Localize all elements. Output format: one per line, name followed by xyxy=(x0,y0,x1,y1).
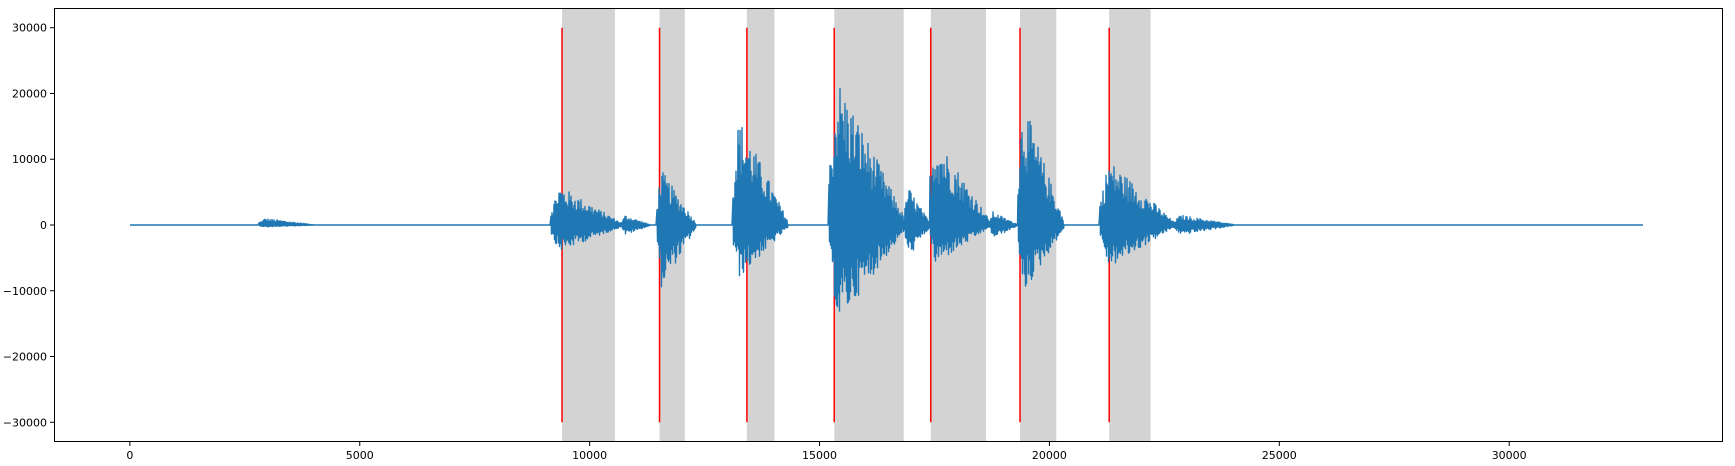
y-axis: 30000 20000 10000 0 −10000 −20000 −30000 xyxy=(3,22,54,429)
x-tick-label-1: 5000 xyxy=(346,449,374,462)
waveform-line xyxy=(130,88,1643,312)
x-tick-label-2: 10000 xyxy=(572,449,607,462)
x-tick-label-4: 20000 xyxy=(1032,449,1067,462)
y-tick-label-2: 10000 xyxy=(12,153,47,166)
x-tick-label-5: 25000 xyxy=(1262,449,1297,462)
x-tick-label-0: 0 xyxy=(126,449,133,462)
y-tick-label-5: −20000 xyxy=(3,351,47,364)
y-tick-label-4: −10000 xyxy=(3,285,47,298)
x-tick-label-3: 15000 xyxy=(802,449,837,462)
waveform-series xyxy=(130,88,1643,312)
y-tick-label-6: −30000 xyxy=(3,416,47,429)
plot-frame xyxy=(54,8,1723,442)
y-tick-label-3: 0 xyxy=(40,219,47,232)
x-tick-label-6: 30000 xyxy=(1492,449,1527,462)
y-tick-label-1: 20000 xyxy=(12,87,47,100)
x-axis: 0 5000 10000 15000 20000 25000 30000 xyxy=(126,442,1527,462)
y-tick-label-0: 30000 xyxy=(12,22,47,35)
